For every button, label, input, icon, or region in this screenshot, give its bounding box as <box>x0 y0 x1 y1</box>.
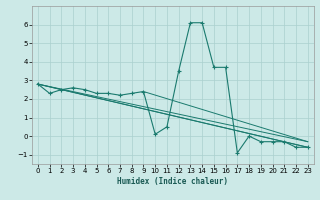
X-axis label: Humidex (Indice chaleur): Humidex (Indice chaleur) <box>117 177 228 186</box>
